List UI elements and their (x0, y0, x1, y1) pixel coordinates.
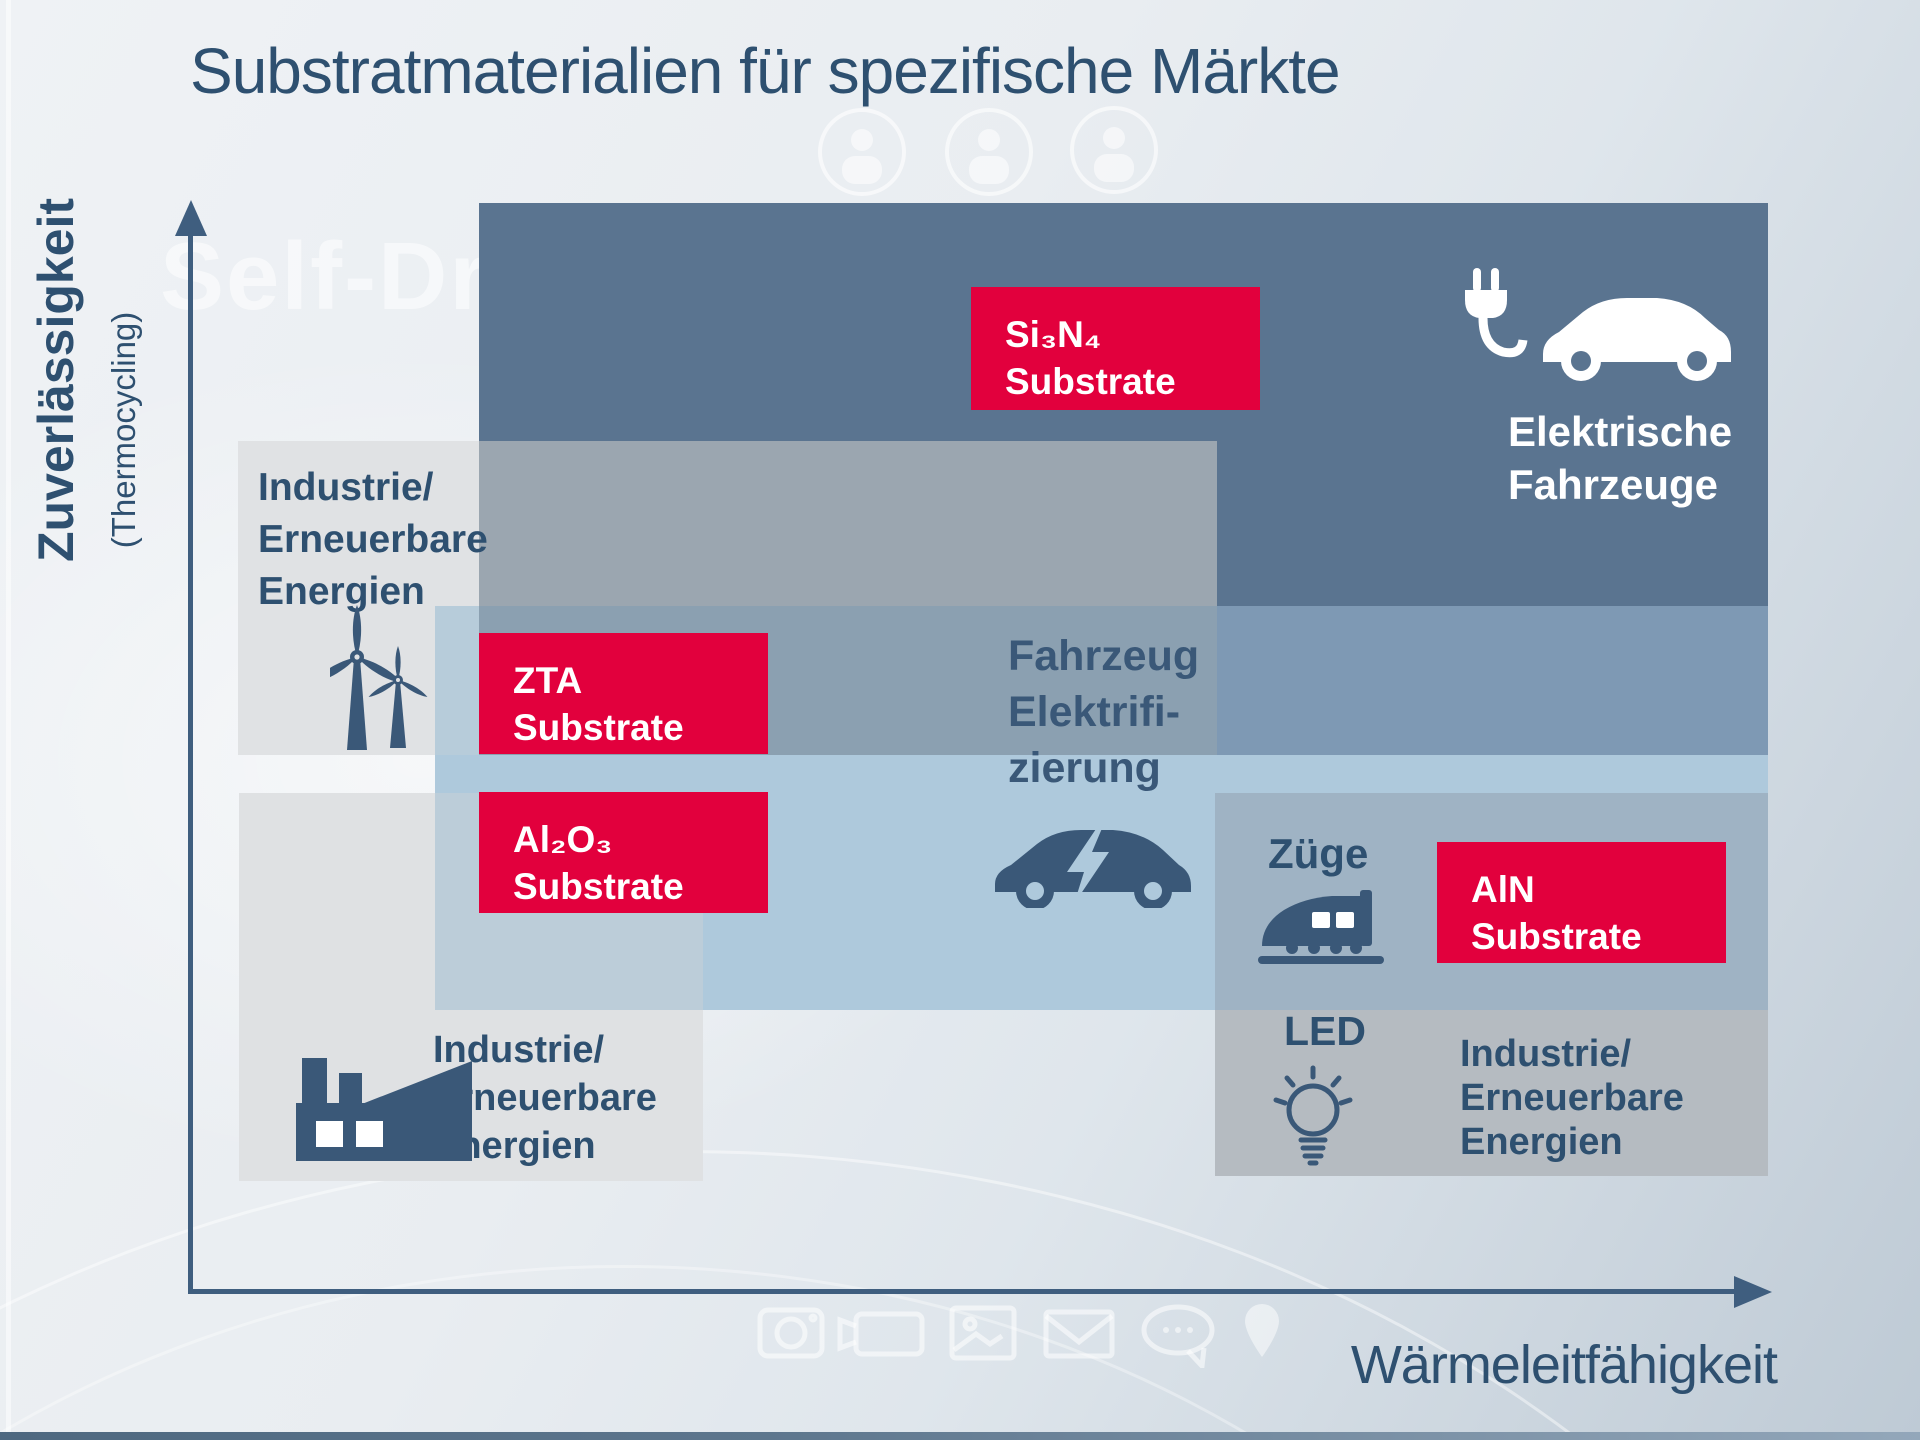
region-electrification-dark-overlap (1217, 606, 1768, 755)
al2o3-substrate-box: Al₂O₃ Substrate (479, 792, 768, 913)
x-axis-label: Wärmeleitfähigkeit (1350, 1335, 1778, 1395)
substrate-label-line1: AlN (1471, 869, 1535, 910)
zta-substrate-box: ZTA Substrate (479, 633, 768, 754)
electric-car-icon (995, 826, 1191, 908)
market-led-label: LED (1284, 1008, 1366, 1054)
si3n4-substrate-box: Si₃N₄ Substrate (971, 287, 1260, 410)
train-icon (1258, 890, 1384, 964)
background-ghost-text: Self-Driving (160, 223, 479, 330)
region-electrification-band (435, 755, 1768, 793)
region-high-performance-dark-right (1217, 441, 1768, 606)
region-overlap-industry-dark (479, 441, 1217, 606)
market-vehicle-electrification-label: Fahrzeug Elektrifi- zierung (1008, 632, 1200, 792)
x-axis (188, 1289, 1740, 1294)
aln-substrate-box: AlN Substrate (1437, 842, 1726, 963)
substrate-label-line2: Substrate (513, 707, 684, 748)
mail-icon (1043, 1309, 1115, 1359)
market-electric-vehicles-label: Elektrische Fahrzeuge (1508, 408, 1733, 508)
substrate-label-line1: Al₂O₃ (513, 819, 613, 860)
market-industry-top-label: Industrie/ Erneuerbare Energien (258, 466, 488, 613)
market-trains-label: Züge (1268, 830, 1369, 877)
location-pin-icon (1245, 1304, 1279, 1357)
photo-icon (949, 1305, 1017, 1361)
chat-icon (1141, 1304, 1215, 1368)
substrate-label-line2: Substrate (513, 866, 684, 907)
region-electrification-light (703, 793, 1215, 1010)
background-ghost-text-clip: Self-Driving (0, 0, 479, 440)
people-avatars-ghost-icon (818, 106, 1158, 196)
substrate-label-line2: Substrate (1471, 916, 1642, 957)
substrate-label-line1: Si₃N₄ (1005, 314, 1102, 355)
substrate-label-line2: Substrate (1005, 361, 1176, 402)
market-industry-bottom-right-label: Industrie/ Erneuerbare Energien (1460, 1033, 1684, 1163)
y-axis (188, 230, 193, 1292)
wind-turbines-icon (330, 605, 429, 750)
y-axis-sublabel: (Thermocycling) (105, 311, 142, 549)
light-bulb-icon (1273, 1065, 1353, 1166)
electric-car-plug-icon (1465, 268, 1731, 381)
background-edge-highlight (6, 0, 11, 1440)
bottom-accent-bar (0, 1432, 1920, 1440)
y-axis-arrowhead-icon (175, 200, 207, 236)
x-axis-arrowhead-icon (1734, 1276, 1772, 1308)
substrate-label-line1: ZTA (513, 660, 583, 701)
camera-icon (757, 1307, 825, 1359)
region-industry-top-gray (238, 441, 479, 606)
video-camera-icon (837, 1311, 925, 1357)
footer-media-ghost-icons (757, 1304, 1279, 1368)
region-overlap-industry-blue-sliver (435, 606, 479, 755)
factory-icon (296, 1058, 472, 1161)
y-axis-label: Zuverlässigkeit (28, 197, 84, 563)
region-industry-bottom-left-lower (435, 1010, 703, 1181)
page-title: Substratmaterialien für spezifische Märk… (190, 35, 1341, 107)
